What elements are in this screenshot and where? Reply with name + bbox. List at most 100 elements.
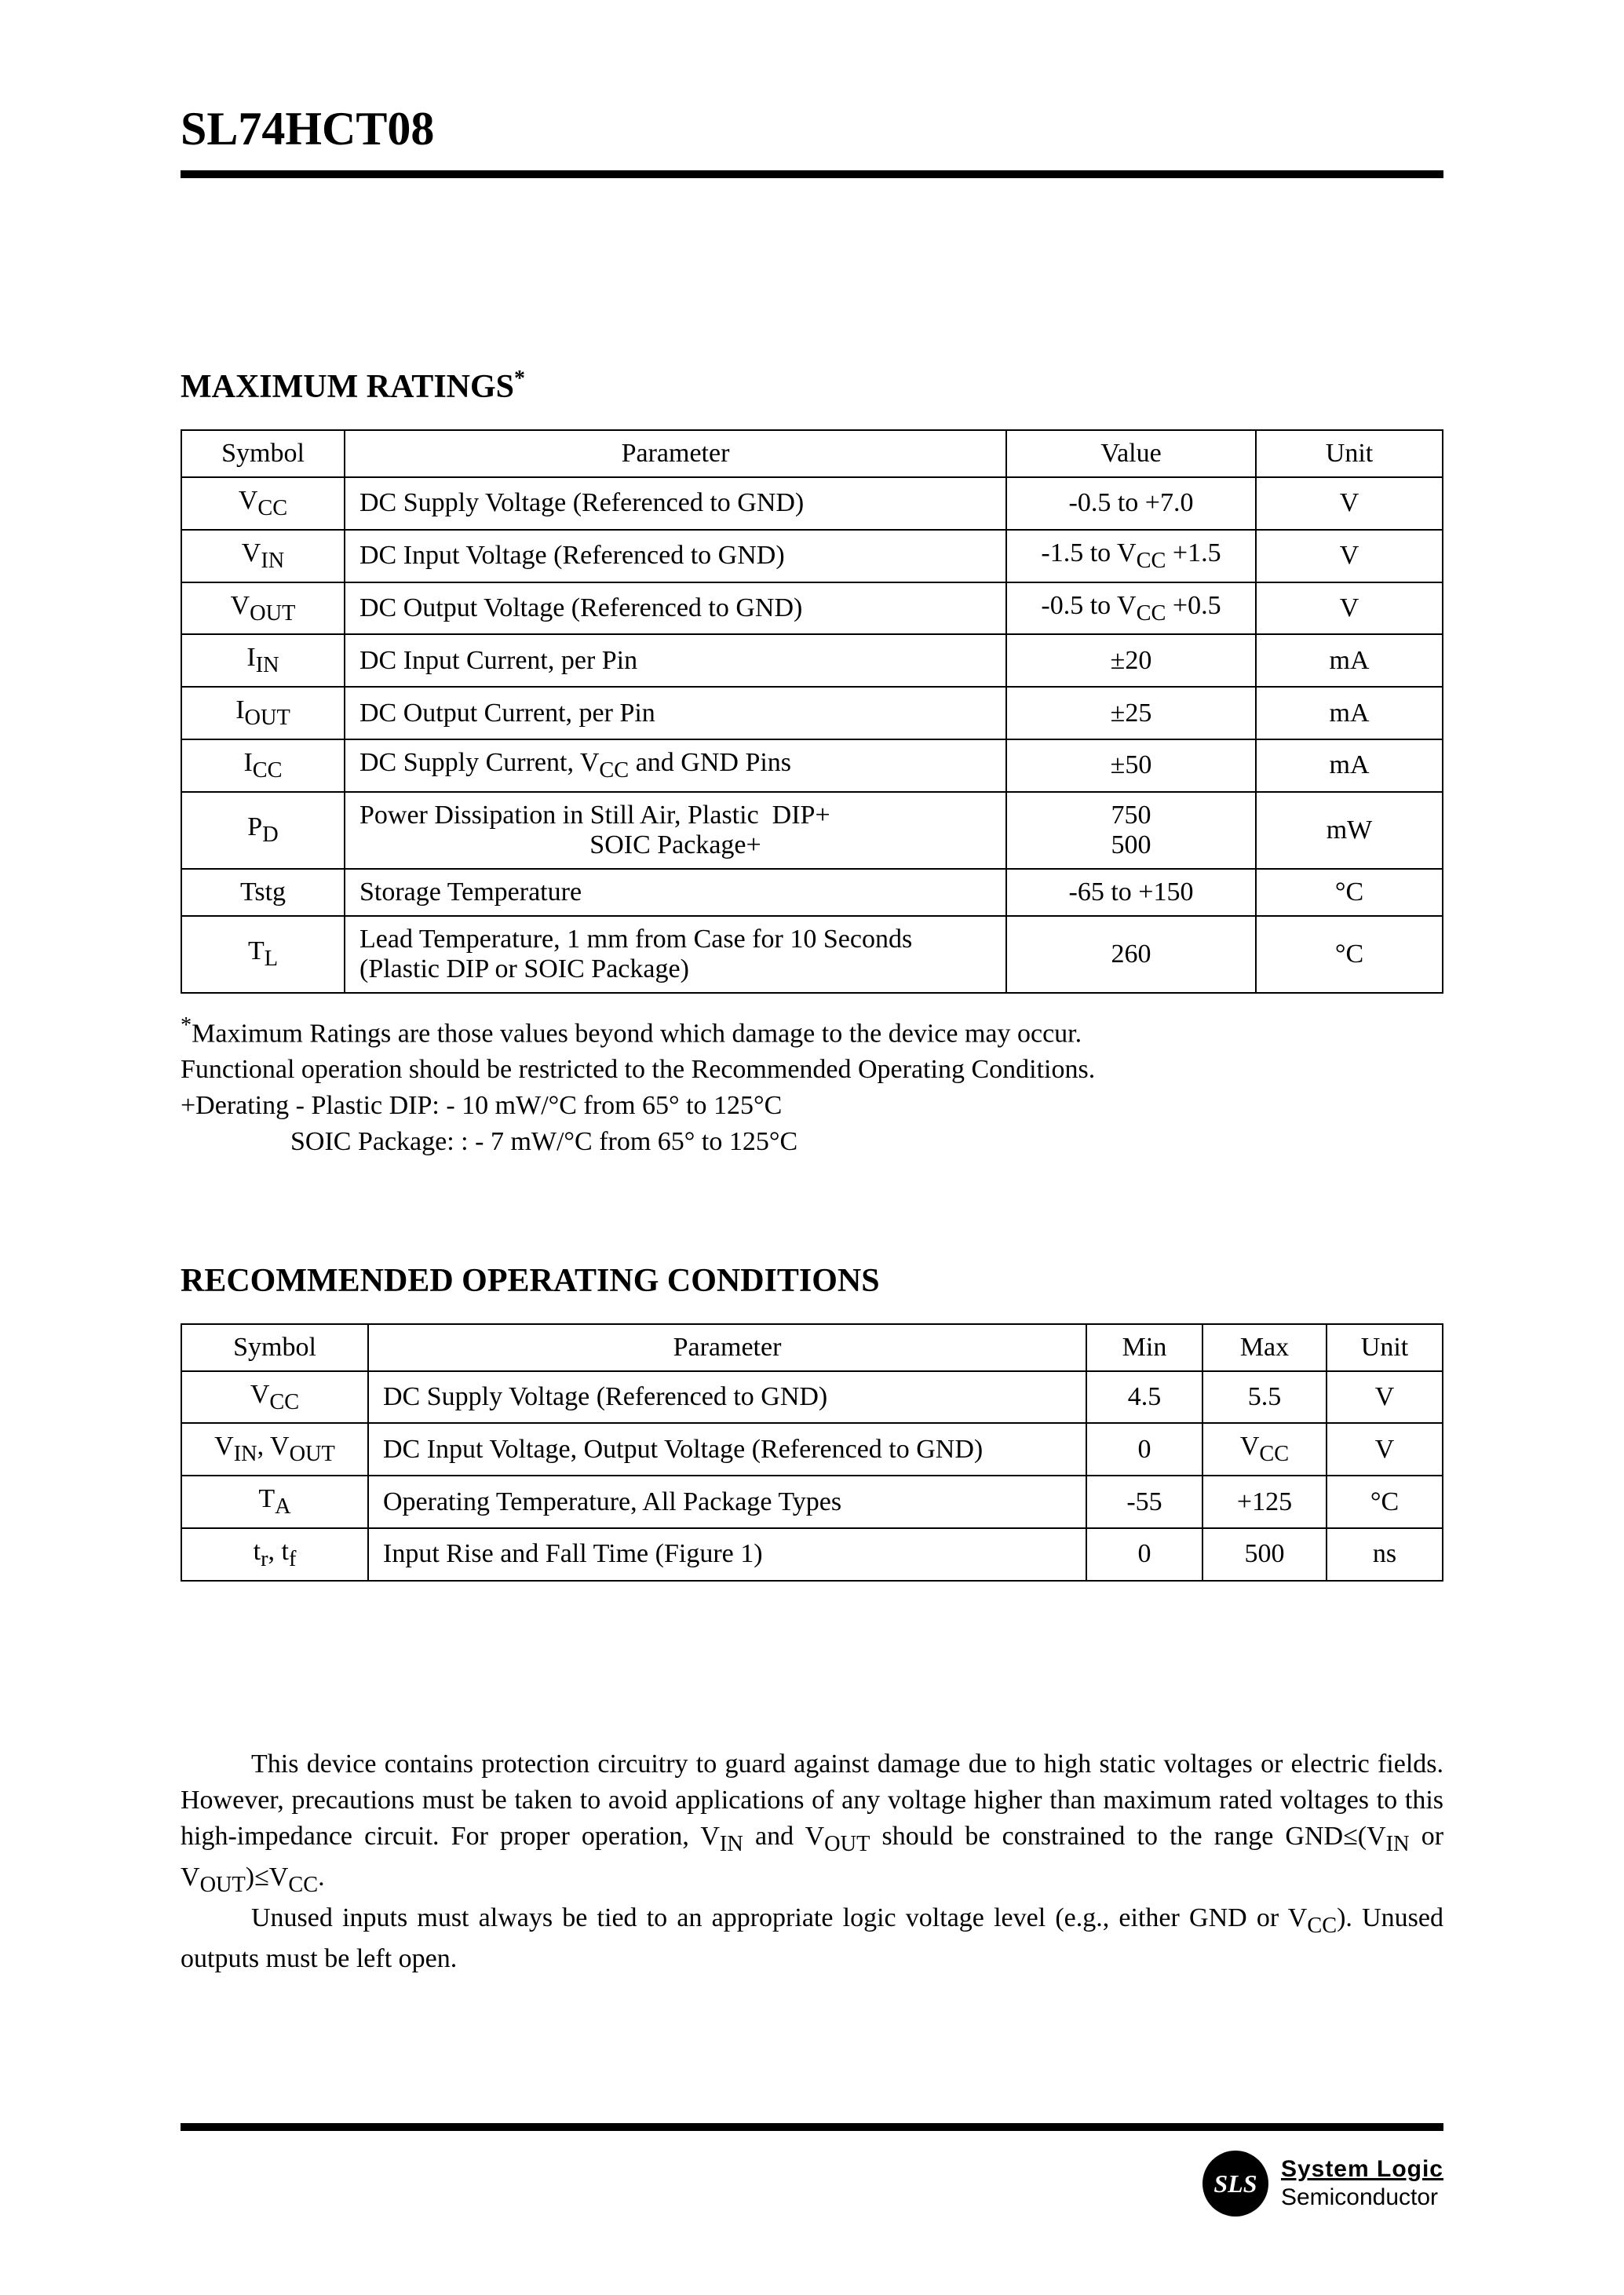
part-number-heading: SL74HCT08: [181, 102, 1443, 156]
cell-value: 750500: [1006, 792, 1256, 869]
col-value: Value: [1006, 430, 1256, 477]
cell-parameter: Power Dissipation in Still Air, Plastic …: [345, 792, 1006, 869]
rec-cond-table: Symbol Parameter Min Max Unit VCCDC Supp…: [181, 1323, 1443, 1582]
rec-cond-title: RECOMMENDED OPERATING CONDITIONS: [181, 1262, 1443, 1300]
cell-symbol: IIN: [181, 634, 345, 687]
cell-unit: mA: [1256, 634, 1443, 687]
table-row: TLLead Temperature, 1 mm from Case for 1…: [181, 916, 1443, 993]
cell-parameter: DC Input Voltage, Output Voltage (Refere…: [368, 1423, 1086, 1476]
sls-logo-icon: SLS: [1202, 2151, 1268, 2217]
table-header-row: Symbol Parameter Value Unit: [181, 430, 1443, 477]
table-row: TAOperating Temperature, All Package Typ…: [181, 1476, 1443, 1528]
cell-unit: V: [1327, 1423, 1443, 1476]
page-footer: SLS System Logic Semiconductor: [181, 2117, 1443, 2217]
col-parameter: Parameter: [345, 430, 1006, 477]
cell-symbol: TA: [181, 1476, 368, 1528]
cell-max: VCC: [1202, 1423, 1327, 1476]
max-ratings-table: Symbol Parameter Value Unit VCCDC Supply…: [181, 429, 1443, 994]
cell-symbol: tr, tf: [181, 1528, 368, 1581]
table-header-row: Symbol Parameter Min Max Unit: [181, 1324, 1443, 1371]
cell-parameter: DC Supply Voltage (Referenced to GND): [368, 1371, 1086, 1424]
asterisk-icon: *: [514, 367, 525, 391]
table-row: VOUTDC Output Voltage (Referenced to GND…: [181, 582, 1443, 635]
protection-paragraph: This device contains protection circuitr…: [181, 1746, 1443, 1900]
cell-value: -1.5 to VCC +1.5: [1006, 530, 1256, 582]
cell-value: -65 to +150: [1006, 869, 1256, 916]
cell-unit: V: [1256, 477, 1443, 530]
table-row: VCCDC Supply Voltage (Referenced to GND)…: [181, 477, 1443, 530]
cell-min: 0: [1086, 1528, 1202, 1581]
cell-unit: V: [1256, 582, 1443, 635]
cell-parameter: Input Rise and Fall Time (Figure 1): [368, 1528, 1086, 1581]
table-row: IOUTDC Output Current, per Pin±25mA: [181, 687, 1443, 739]
cell-unit: °C: [1327, 1476, 1443, 1528]
cell-value: -0.5 to VCC +0.5: [1006, 582, 1256, 635]
cell-unit: V: [1327, 1371, 1443, 1424]
footnote-star: *Maximum Ratings are those values beyond…: [181, 1011, 1443, 1052]
table-row: PDPower Dissipation in Still Air, Plasti…: [181, 792, 1443, 869]
cell-value: ±50: [1006, 739, 1256, 792]
cell-unit: mA: [1256, 687, 1443, 739]
cell-symbol: ICC: [181, 739, 345, 792]
cell-value: ±25: [1006, 687, 1256, 739]
cell-symbol: Tstg: [181, 869, 345, 916]
col-min: Min: [1086, 1324, 1202, 1371]
cell-unit: ns: [1327, 1528, 1443, 1581]
cell-value: 260: [1006, 916, 1256, 993]
cell-symbol: VCC: [181, 1371, 368, 1424]
table-row: ICCDC Supply Current, VCC and GND Pins±5…: [181, 739, 1443, 792]
max-ratings-title-text: MAXIMUM RATINGS: [181, 369, 514, 405]
max-ratings-footnotes: *Maximum Ratings are those values beyond…: [181, 1011, 1443, 1160]
footer-rule: [181, 2123, 1443, 2131]
cell-unit: mW: [1256, 792, 1443, 869]
table-row: tr, tfInput Rise and Fall Time (Figure 1…: [181, 1528, 1443, 1581]
cell-unit: °C: [1256, 916, 1443, 993]
footnote-derating-2: SOIC Package: : - 7 mW/°C from 65° to 12…: [181, 1124, 1443, 1160]
brand-text: System Logic Semiconductor: [1281, 2155, 1443, 2212]
brand-line2: Semiconductor: [1281, 2184, 1443, 2212]
cell-symbol: PD: [181, 792, 345, 869]
cell-value: -0.5 to +7.0: [1006, 477, 1256, 530]
cell-symbol: VCC: [181, 477, 345, 530]
max-ratings-title: MAXIMUM RATINGS*: [181, 367, 1443, 406]
col-max: Max: [1202, 1324, 1327, 1371]
cell-unit: °C: [1256, 869, 1443, 916]
cell-max: 5.5: [1202, 1371, 1327, 1424]
cell-min: 0: [1086, 1423, 1202, 1476]
cell-symbol: TL: [181, 916, 345, 993]
brand-line1: System Logic: [1281, 2155, 1443, 2184]
cell-unit: mA: [1256, 739, 1443, 792]
table-row: VIN, VOUTDC Input Voltage, Output Voltag…: [181, 1423, 1443, 1476]
table-row: VCCDC Supply Voltage (Referenced to GND)…: [181, 1371, 1443, 1424]
unused-inputs-paragraph: Unused inputs must always be tied to an …: [181, 1900, 1443, 1977]
cell-parameter: Lead Temperature, 1 mm from Case for 10 …: [345, 916, 1006, 993]
cell-symbol: VOUT: [181, 582, 345, 635]
cell-min: -55: [1086, 1476, 1202, 1528]
table-row: TstgStorage Temperature-65 to +150°C: [181, 869, 1443, 916]
cell-max: 500: [1202, 1528, 1327, 1581]
col-symbol: Symbol: [181, 430, 345, 477]
col-unit: Unit: [1256, 430, 1443, 477]
table-row: IINDC Input Current, per Pin±20mA: [181, 634, 1443, 687]
cell-unit: V: [1256, 530, 1443, 582]
cell-parameter: DC Supply Current, VCC and GND Pins: [345, 739, 1006, 792]
col-unit: Unit: [1327, 1324, 1443, 1371]
cell-parameter: DC Input Voltage (Referenced to GND): [345, 530, 1006, 582]
cell-parameter: DC Input Current, per Pin: [345, 634, 1006, 687]
body-paragraphs: This device contains protection circuitr…: [181, 1746, 1443, 1977]
table-row: VINDC Input Voltage (Referenced to GND)-…: [181, 530, 1443, 582]
cell-parameter: DC Output Voltage (Referenced to GND): [345, 582, 1006, 635]
footnote-derating-1: +Derating - Plastic DIP: - 10 mW/°C from…: [181, 1088, 1443, 1124]
cell-parameter: Operating Temperature, All Package Types: [368, 1476, 1086, 1528]
cell-parameter: DC Supply Voltage (Referenced to GND): [345, 477, 1006, 530]
cell-value: ±20: [1006, 634, 1256, 687]
footer-brand-block: SLS System Logic Semiconductor: [181, 2151, 1443, 2217]
cell-parameter: Storage Temperature: [345, 869, 1006, 916]
col-symbol: Symbol: [181, 1324, 368, 1371]
cell-symbol: IOUT: [181, 687, 345, 739]
footnote-functional: Functional operation should be restricte…: [181, 1052, 1443, 1088]
cell-min: 4.5: [1086, 1371, 1202, 1424]
header-rule: [181, 170, 1443, 178]
cell-symbol: VIN, VOUT: [181, 1423, 368, 1476]
cell-parameter: DC Output Current, per Pin: [345, 687, 1006, 739]
